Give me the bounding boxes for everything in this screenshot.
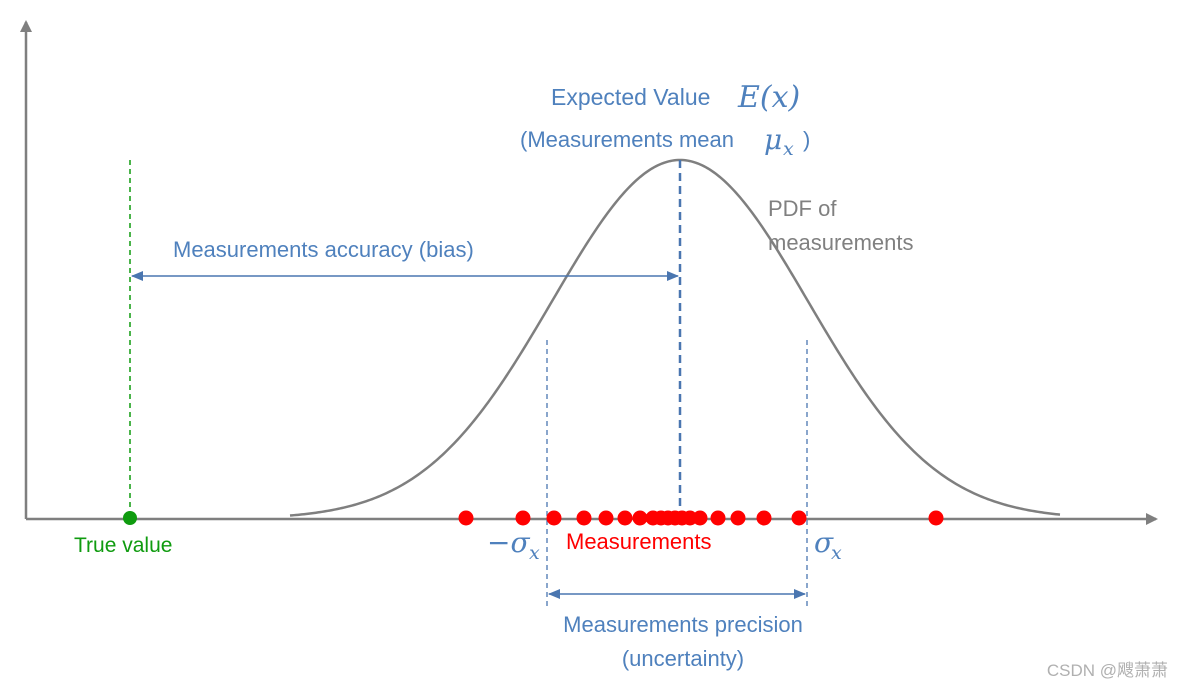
measurement-point xyxy=(632,510,648,526)
measurement-point xyxy=(617,510,633,526)
mean-subscript: x xyxy=(783,138,794,160)
measurement-point xyxy=(928,510,944,526)
measurement-point xyxy=(598,510,614,526)
expected-value-label: Expected Value xyxy=(551,84,710,110)
measurement-point xyxy=(576,510,592,526)
plus-sigma-subscript: x xyxy=(831,542,842,564)
mean-label: (Measurements mean xyxy=(520,127,734,152)
minus-sigma-label: −σ xyxy=(487,526,530,559)
measurement-point xyxy=(730,510,746,526)
pdf-label-line2: measurements xyxy=(768,230,914,255)
measurement-point xyxy=(756,510,772,526)
measurement-point xyxy=(791,510,807,526)
expected-value-symbol: E(x) xyxy=(737,80,800,115)
plus-sigma-label: σ xyxy=(814,526,834,559)
measurement-point xyxy=(458,510,474,526)
true-value-point xyxy=(123,511,137,525)
measurement-points xyxy=(458,510,944,526)
measurements-label: Measurements xyxy=(566,529,712,554)
measurement-point xyxy=(692,510,708,526)
pdf-curve xyxy=(289,158,1061,517)
minus-sigma-subscript: x xyxy=(529,542,540,564)
pdf-label-line1: PDF of xyxy=(768,196,837,221)
mean-symbol: μ xyxy=(764,123,782,156)
precision-label-line1: Measurements precision xyxy=(563,612,803,637)
measurement-point xyxy=(546,510,562,526)
measurement-point xyxy=(710,510,726,526)
true-value-label: True value xyxy=(74,534,172,557)
precision-label-line2: (uncertainty) xyxy=(622,646,744,671)
watermark-text: CSDN @飕萧萧 xyxy=(1047,661,1168,680)
measurement-point xyxy=(515,510,531,526)
mean-close-paren: ) xyxy=(803,127,810,152)
accuracy-label: Measurements accuracy (bias) xyxy=(173,237,474,262)
